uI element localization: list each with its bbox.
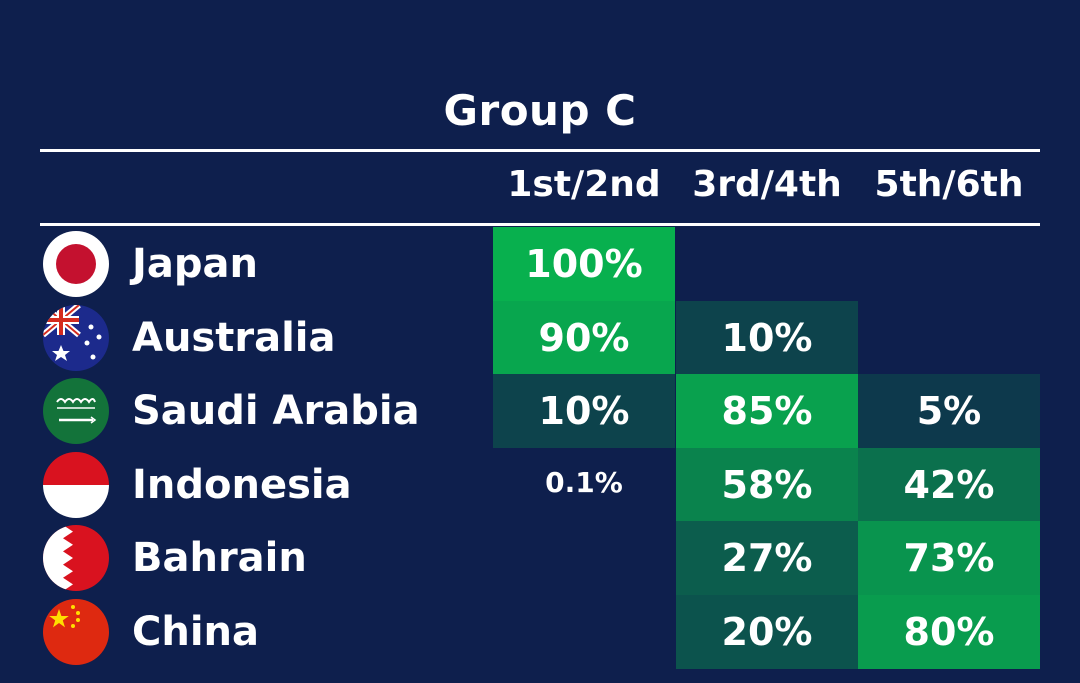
heat-cell-indonesia-3rd-4th: 58% [676,447,858,522]
heat-cell-bahrain-3rd-4th: 27% [676,521,858,595]
heat-cell-china-5th-6th: 80% [858,594,1040,669]
saudi-arabia-flag-icon [43,378,109,444]
indonesia-flag-icon [43,451,109,518]
china-flag-icon [43,598,109,665]
heat-cell-australia-3rd-4th: 10% [676,300,858,375]
column-header-5th-6th: 5th/6th [874,164,1024,205]
heat-cell-japan-1st-2nd: 100% [493,227,675,301]
bahrain-flag-icon [43,525,109,591]
heat-cell-japan-5th-6th [858,227,1040,301]
column-header-3rd-4th: 3rd/4th [692,164,842,205]
heat-cell-bahrain-1st-2nd [493,521,675,595]
row-label-australia: Australia [132,314,336,361]
header-divider [40,223,1040,226]
chart-title: Group C [443,86,637,135]
heat-cell-china-1st-2nd [493,595,675,669]
heat-cell-australia-1st-2nd: 90% [493,300,675,375]
japan-flag-icon [43,231,109,297]
heat-cell-saudi-arabia-3rd-4th: 85% [676,374,858,448]
heat-cell-saudi-arabia-5th-6th: 5% [858,374,1040,448]
heat-cell-japan-3rd-4th [676,227,858,301]
heat-cell-bahrain-5th-6th: 73% [858,521,1040,595]
heat-cell-australia-5th-6th [858,301,1040,375]
row-label-china: China [132,608,260,655]
title-divider [40,149,1040,152]
row-label-bahrain: Bahrain [132,535,307,581]
row-label-saudi-arabia: Saudi Arabia [132,388,420,434]
heat-cell-saudi-arabia-1st-2nd: 10% [493,374,675,448]
row-label-japan: Japan [132,241,258,287]
row-label-indonesia: Indonesia [132,461,352,508]
australia-flag-icon [43,304,109,371]
heat-cell-indonesia-5th-6th: 42% [858,447,1040,522]
column-header-1st-2nd: 1st/2nd [507,164,661,205]
heat-cell-indonesia-1st-2nd: 0.1% [545,465,623,499]
heat-cell-china-3rd-4th: 20% [676,594,858,669]
